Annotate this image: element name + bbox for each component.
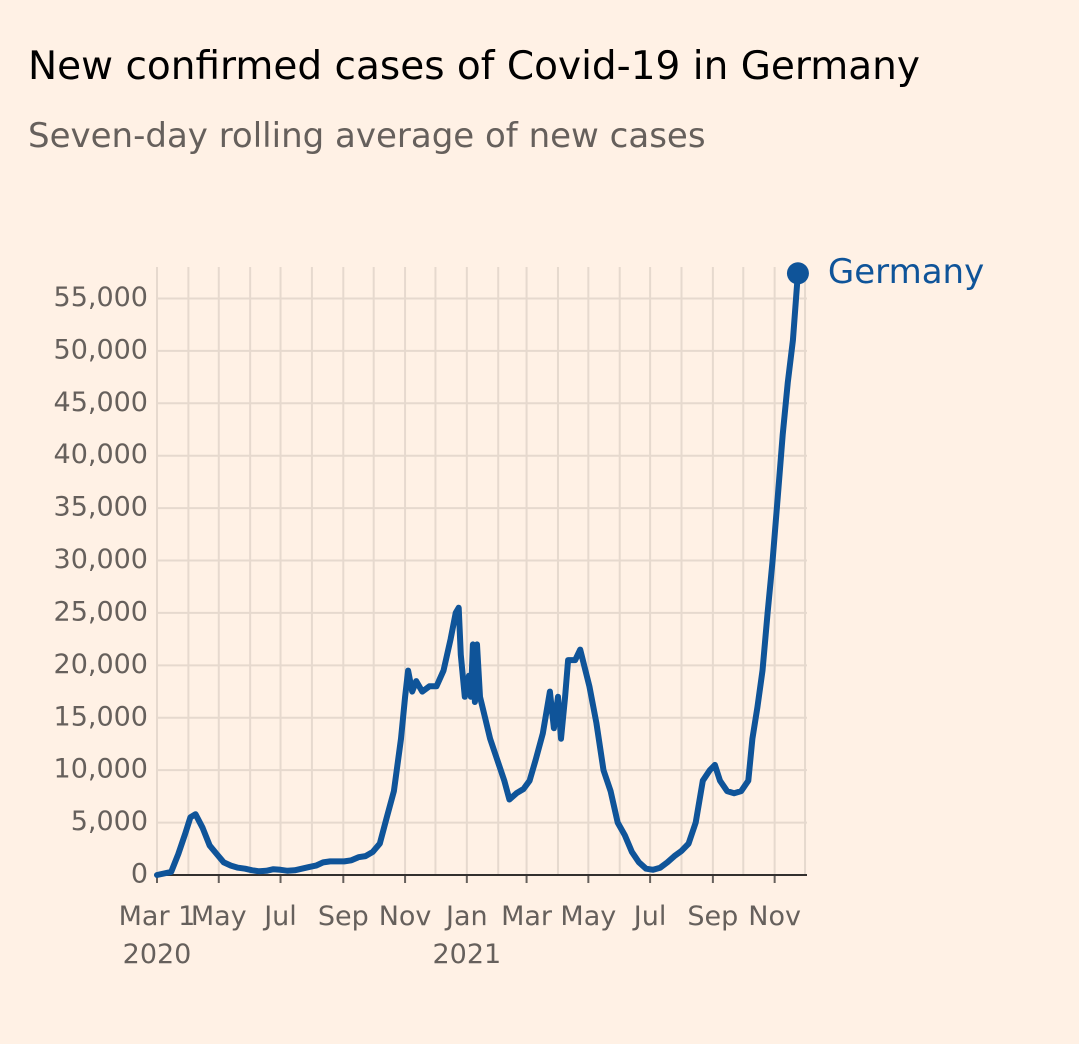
x-tick-label: Mar 1 2020 [118, 901, 196, 970]
x-tick-label: Mar [501, 901, 553, 932]
x-tick-label: Nov [378, 901, 432, 932]
end-dot [786, 262, 809, 285]
line [154, 270, 801, 878]
y-tick-label: 45,000 [54, 387, 148, 418]
y-tick-label: 40,000 [54, 439, 148, 470]
y-tick-label: 15,000 [54, 701, 148, 732]
legend-label: Germany [828, 252, 984, 292]
y-tick-label: 35,000 [54, 492, 148, 523]
x-tick-label: Jul [264, 901, 297, 932]
x-tick-label: Jul [633, 901, 667, 932]
chart-title: New confirmed cases of Covid-19 in Germa… [28, 44, 920, 89]
y-tick-label: 0 [131, 859, 148, 890]
x-tick-label: Jan 2021 [432, 901, 502, 970]
y-tick-label: 25,000 [54, 596, 148, 627]
x-tick-label: Nov [748, 901, 801, 932]
y-tick-label: 30,000 [54, 544, 148, 575]
x-tick-label: Sep [317, 901, 369, 932]
y-tick-label: 55,000 [54, 282, 148, 313]
y-tick-label: 20,000 [54, 649, 148, 680]
y-tick-label: 5,000 [71, 806, 148, 837]
x-tick-label: May [190, 901, 247, 932]
chart-subtitle: Seven-day rolling average of new cases [28, 116, 706, 156]
x-tick-label: Sep [687, 901, 739, 932]
y-tick-label: 10,000 [54, 754, 148, 785]
x-tick-label: May [560, 901, 617, 932]
y-tick-label: 50,000 [54, 334, 148, 365]
